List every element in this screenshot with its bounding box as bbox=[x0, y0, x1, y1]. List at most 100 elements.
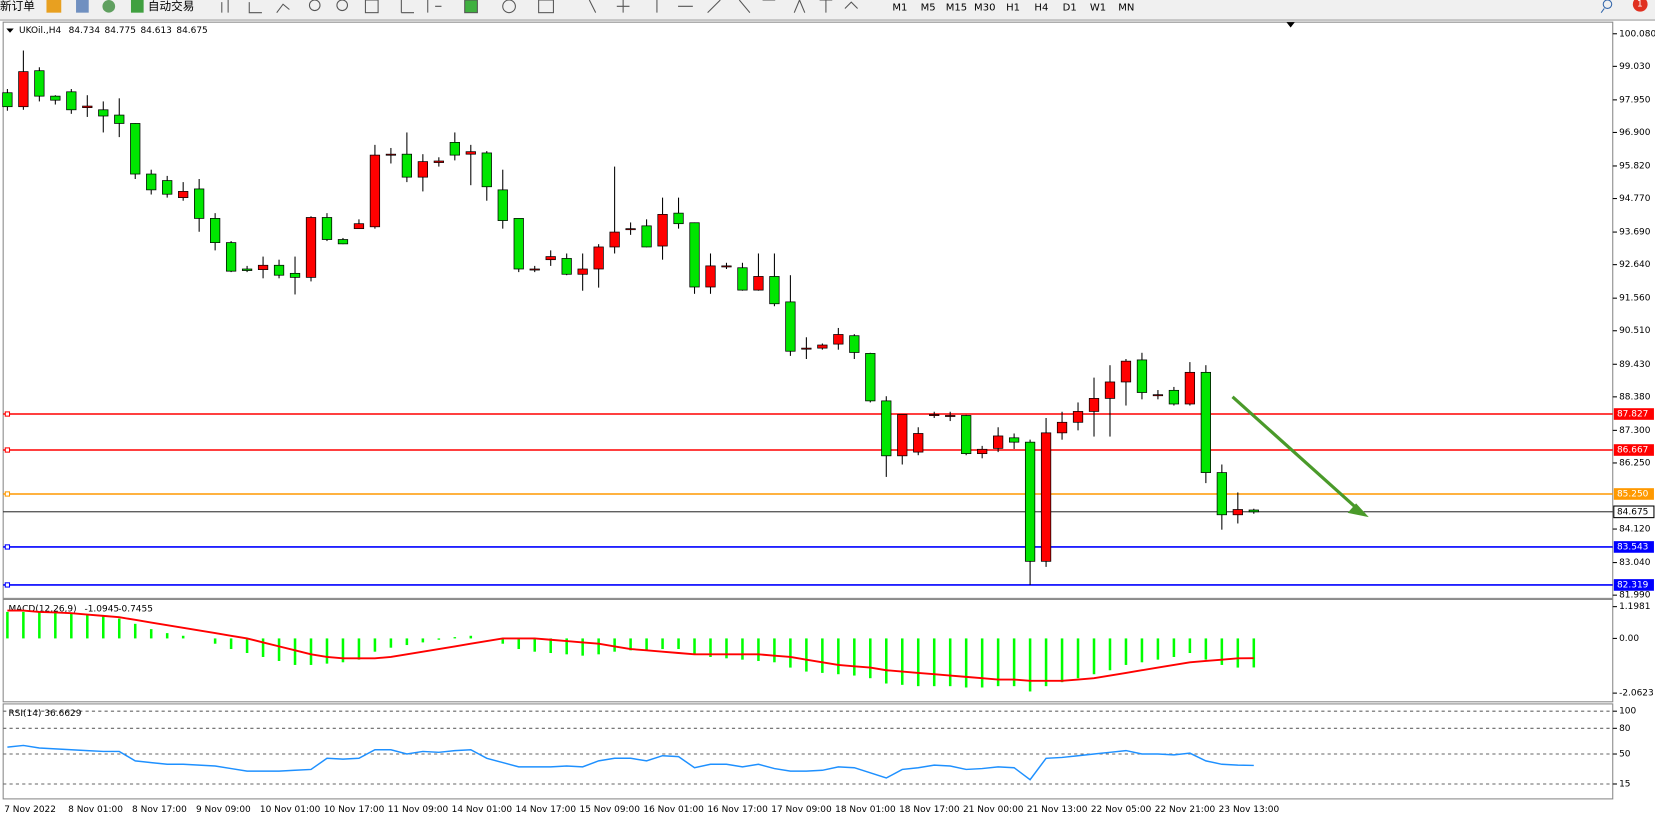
candle-body bbox=[289, 272, 301, 278]
macd-bar bbox=[165, 633, 169, 639]
candle-body bbox=[577, 268, 588, 275]
icon[interactable] bbox=[76, 0, 89, 13]
candle-body bbox=[273, 264, 285, 276]
chart-title: UKOil.,H4 bbox=[19, 26, 61, 36]
candle-body bbox=[2, 92, 13, 108]
macd-bar bbox=[437, 638, 441, 640]
x-tick-label: 8 Nov 17:00 bbox=[132, 805, 187, 815]
timeframe-button[interactable]: H4 bbox=[1034, 2, 1048, 13]
macd-bar bbox=[805, 638, 808, 672]
toolbar bbox=[0, 0, 1655, 21]
macd-bar bbox=[70, 613, 73, 639]
price-tag-label: 86.667 bbox=[1617, 446, 1648, 456]
arrow-head bbox=[1347, 503, 1369, 518]
header-open: 84.734 bbox=[69, 26, 101, 36]
macd-bar bbox=[421, 638, 425, 643]
candle-body bbox=[1184, 371, 1196, 405]
drawing-tools[interactable] bbox=[588, 0, 858, 14]
macd-bar bbox=[517, 638, 521, 650]
candle-body bbox=[545, 256, 556, 261]
icon[interactable] bbox=[46, 0, 62, 13]
candle-body bbox=[34, 70, 45, 97]
candle-body bbox=[1216, 472, 1227, 516]
notification-count: 1 bbox=[1637, 0, 1643, 10]
timeframe-button[interactable]: M15 bbox=[946, 2, 967, 13]
macd-bar bbox=[964, 638, 968, 688]
timeframe-button[interactable]: MN bbox=[1118, 2, 1134, 13]
candle-body bbox=[18, 71, 29, 108]
macd-bar bbox=[405, 638, 409, 646]
candle-body bbox=[465, 151, 476, 155]
candle-body bbox=[801, 347, 812, 350]
y-tick-label: 83.040 bbox=[1619, 558, 1651, 568]
macd-bar bbox=[597, 638, 600, 655]
macd-bar bbox=[6, 611, 9, 639]
macd-bar bbox=[1236, 638, 1240, 668]
y-tick-label: 100.080 bbox=[1619, 29, 1655, 39]
candle-body bbox=[321, 217, 333, 240]
auto-trading-icon[interactable] bbox=[130, 0, 144, 13]
timeframe-button[interactable]: H1 bbox=[1006, 2, 1020, 13]
macd-bar bbox=[853, 638, 856, 676]
macd-bar bbox=[709, 638, 712, 657]
candle-body bbox=[1040, 432, 1052, 562]
auto-trading-button[interactable]: 自动交易 bbox=[148, 0, 194, 13]
notification[interactable] bbox=[1632, 0, 1648, 12]
y-tick-label: 91.560 bbox=[1619, 294, 1651, 304]
templates[interactable] bbox=[538, 0, 554, 14]
candle-body bbox=[497, 189, 508, 221]
candle-body bbox=[689, 222, 700, 288]
timeframe-button[interactable]: W1 bbox=[1090, 2, 1106, 13]
timeframe-button[interactable]: M5 bbox=[921, 2, 936, 13]
tile[interactable] bbox=[364, 0, 379, 14]
chart-icons[interactable] bbox=[221, 0, 290, 14]
price-pane bbox=[2, 21, 1614, 599]
candle-body bbox=[337, 239, 349, 245]
macd-bar bbox=[725, 638, 728, 659]
candle-body bbox=[1120, 360, 1132, 383]
macd-bar bbox=[932, 638, 936, 687]
macd-bar bbox=[325, 638, 329, 664]
macd-bar bbox=[1028, 638, 1032, 692]
new-order-button[interactable]: 新订单 bbox=[0, 0, 35, 13]
macd-bar bbox=[869, 638, 872, 679]
x-tick-label: 16 Nov 17:00 bbox=[707, 805, 768, 815]
indicator-title: MACD(12,26,9) bbox=[8, 604, 76, 614]
indicators[interactable] bbox=[464, 0, 478, 14]
candle-body bbox=[178, 191, 189, 198]
zoom-out[interactable] bbox=[336, 0, 349, 12]
search[interactable] bbox=[1600, 0, 1613, 13]
x-tick-label: 14 Nov 17:00 bbox=[516, 805, 577, 815]
periods[interactable] bbox=[502, 0, 516, 14]
timeframe-button[interactable]: M1 bbox=[892, 2, 907, 13]
x-tick-label: 7 Nov 2022 bbox=[4, 805, 56, 815]
candle-body bbox=[194, 188, 205, 219]
indicator-value: 36.6629 bbox=[44, 709, 81, 719]
zoom-in[interactable] bbox=[308, 0, 321, 12]
macd-bar bbox=[501, 638, 505, 644]
candle-body bbox=[130, 123, 141, 175]
scroll-icons[interactable] bbox=[400, 0, 442, 14]
y-tick-label: 99.030 bbox=[1619, 62, 1651, 72]
x-tick-label: 18 Nov 17:00 bbox=[899, 805, 960, 815]
bid-tag-label: 84.675 bbox=[1617, 507, 1648, 517]
macd-bar bbox=[1220, 638, 1224, 665]
price-tag-label: 83.543 bbox=[1617, 542, 1648, 552]
candle-body bbox=[1248, 509, 1259, 513]
macd-bar bbox=[837, 638, 840, 675]
macd-bar bbox=[213, 638, 217, 644]
indicator-value: -1.0945 bbox=[84, 604, 119, 614]
y-tick-label: 90.510 bbox=[1619, 326, 1651, 336]
timeframe-button[interactable]: D1 bbox=[1063, 2, 1077, 13]
candle-body bbox=[881, 400, 892, 457]
candle-body bbox=[1024, 441, 1036, 562]
timeframe-button[interactable]: M30 bbox=[974, 2, 995, 13]
candle-body bbox=[210, 218, 221, 243]
candle-body bbox=[449, 142, 460, 156]
macd-bar bbox=[1092, 638, 1096, 675]
candle-body bbox=[513, 218, 524, 270]
icon[interactable] bbox=[102, 0, 116, 13]
candle-body bbox=[1152, 394, 1164, 397]
indicator-value: -0.7455 bbox=[118, 604, 153, 614]
candle-body bbox=[114, 114, 125, 124]
